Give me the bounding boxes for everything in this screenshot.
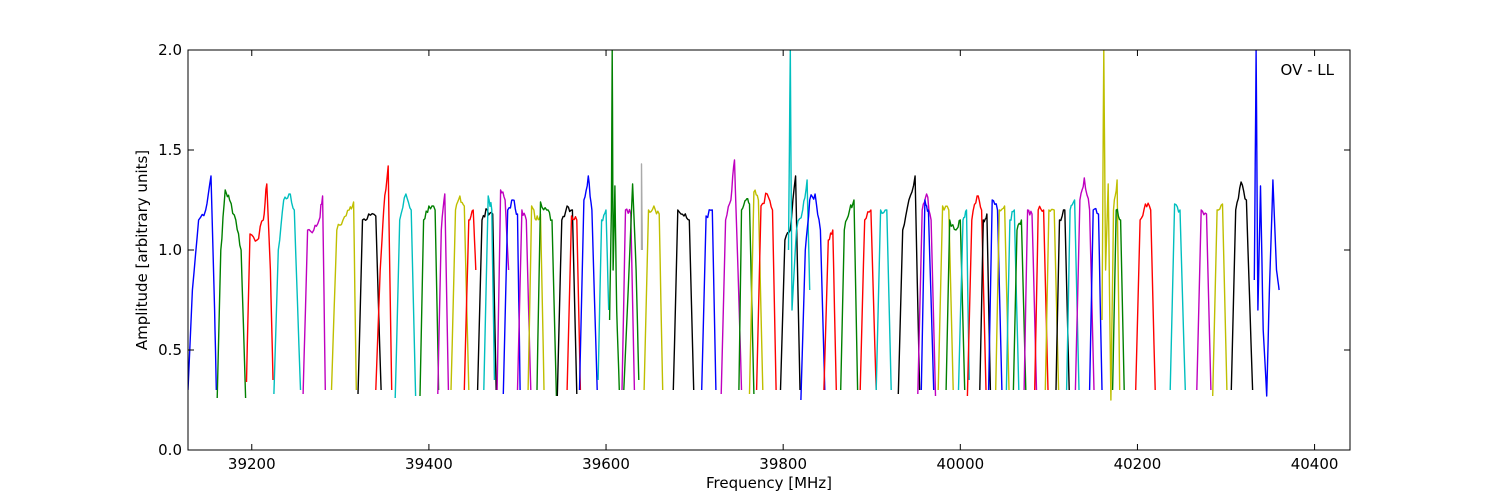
series-line [1065, 199, 1080, 391]
series-line [823, 229, 837, 391]
series-line [566, 215, 582, 391]
series-line [1196, 209, 1212, 391]
series-line [966, 195, 987, 397]
series-line [859, 209, 877, 391]
series-line [188, 175, 217, 391]
series-line [1044, 208, 1060, 391]
x-axis: 39200 39400 39600 39800 40000 40200 40400 [228, 50, 1339, 473]
series-line [875, 209, 892, 391]
series-line [840, 199, 859, 391]
y-tick-label: 0.0 [158, 441, 182, 459]
series-line [597, 209, 610, 381]
series-line [621, 208, 636, 391]
y-axis-label: Amplitude [arbitrary units] [133, 150, 151, 350]
x-tick-label: 39800 [759, 455, 807, 473]
series-line [979, 213, 992, 391]
series-line [987, 199, 1003, 391]
y-tick-label: 1.0 [158, 241, 182, 259]
series-line [216, 189, 247, 399]
series-line [800, 193, 826, 401]
series-line [330, 201, 357, 391]
series-line [516, 209, 532, 391]
series-line [1012, 219, 1027, 391]
chart-annotation: OV - LL [1281, 61, 1335, 79]
series-line [1005, 209, 1020, 391]
series-line [1169, 203, 1186, 391]
series-line [1135, 202, 1156, 391]
series-line [1212, 203, 1228, 397]
x-tick-label: 40200 [1114, 455, 1162, 473]
series-line [463, 209, 477, 391]
x-tick-label: 40400 [1291, 455, 1339, 473]
series-line [556, 205, 578, 397]
series-line [623, 183, 640, 391]
series-line [917, 193, 937, 397]
series-layer [188, 50, 1280, 401]
series-line [502, 199, 521, 395]
series-line [1101, 50, 1121, 401]
series-line [748, 189, 764, 395]
series-line [720, 159, 743, 395]
series-line [640, 163, 643, 251]
series-line [1111, 208, 1125, 391]
x-axis-label: Frequency [MHz] [706, 474, 832, 492]
x-tick-label: 39600 [582, 455, 630, 473]
x-tick-label: 39400 [405, 455, 453, 473]
series-line [527, 205, 545, 391]
series-line [273, 193, 302, 395]
x-tick-label: 40000 [936, 455, 984, 473]
series-line [1074, 177, 1095, 391]
series-line [450, 195, 470, 391]
series-line [1034, 205, 1049, 391]
series-line [787, 50, 811, 311]
y-tick-label: 0.5 [158, 341, 182, 359]
series-line [536, 201, 558, 397]
plot-area [187, 49, 1351, 451]
series-line [1253, 50, 1280, 397]
series-line [957, 209, 970, 391]
series-line [701, 209, 717, 391]
series-line [1055, 209, 1070, 391]
series-line [394, 193, 417, 399]
series-line [437, 193, 450, 395]
series-line [897, 175, 921, 395]
series-line [920, 199, 935, 391]
series-line [755, 192, 777, 391]
series-line [1088, 207, 1103, 391]
series-line [245, 183, 274, 383]
series-line [779, 175, 801, 391]
series-line [643, 205, 664, 391]
y-tick-label: 1.5 [158, 141, 182, 159]
series-line [738, 198, 755, 395]
series-line [578, 175, 598, 391]
series-line [1023, 209, 1038, 391]
series-line [608, 50, 620, 391]
series-line [419, 205, 440, 397]
series-line [995, 205, 1010, 391]
x-tick-label: 39200 [228, 455, 276, 473]
y-axis: 0.0 0.5 1.0 1.5 2.0 [158, 41, 1350, 459]
series-line [1230, 181, 1254, 391]
series-line [302, 195, 326, 395]
series-line [483, 195, 496, 391]
series-line [375, 165, 393, 391]
series-line [937, 205, 954, 391]
y-tick-label: 2.0 [158, 41, 182, 59]
series-line [357, 212, 382, 395]
series-line [672, 209, 695, 391]
